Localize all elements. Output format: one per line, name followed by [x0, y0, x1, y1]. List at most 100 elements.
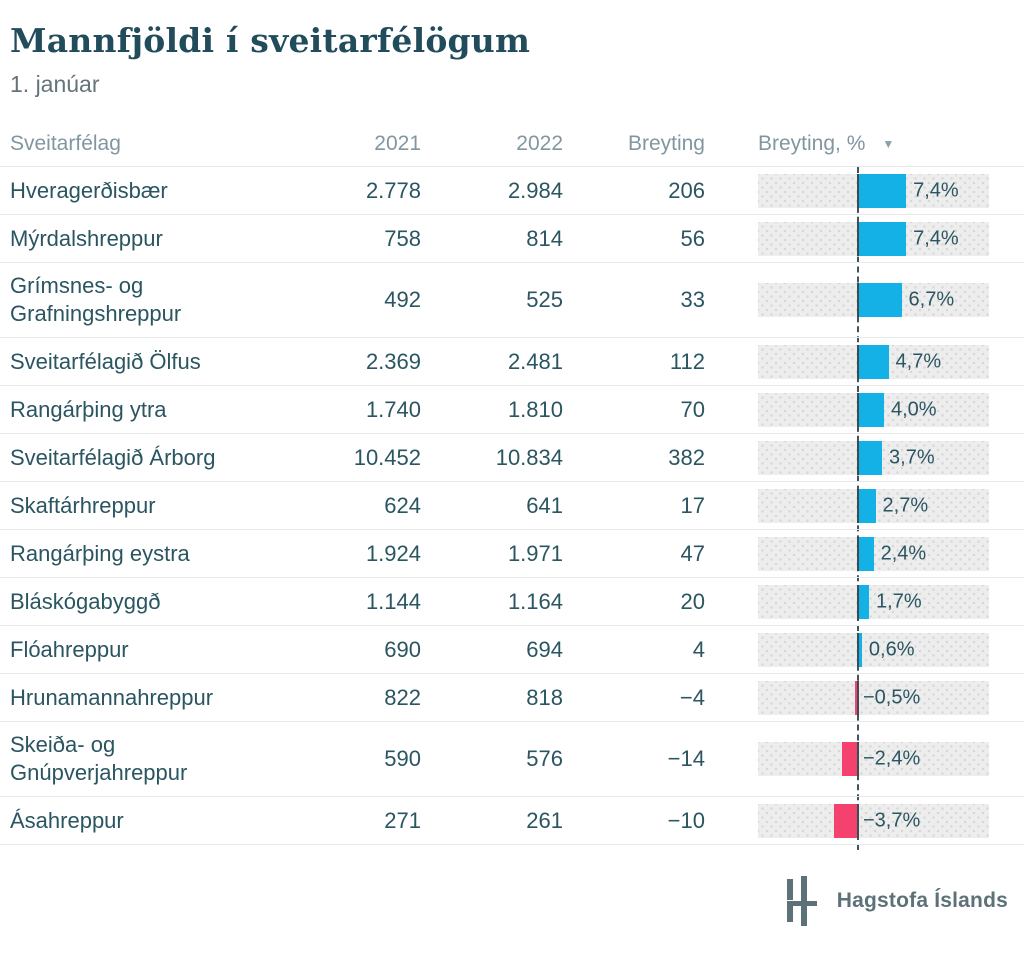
pct-bar-track: 7,4%: [758, 173, 989, 208]
pct-label: −0,5%: [863, 686, 921, 709]
page-subtitle: 1. janúar: [10, 71, 100, 98]
municipality-table: Sveitarfélag 2021 2022 Breyting Breyting…: [0, 122, 1024, 851]
pct-label: 3,7%: [889, 446, 935, 469]
value-2022: 1.971: [507, 540, 563, 566]
table-row: Ásahreppur 271 261 −10 −3,7%: [0, 797, 1024, 846]
hagstofa-logo-icon[interactable]: [786, 876, 817, 927]
pct-label: 4,0%: [891, 398, 937, 421]
pct-label: 0,6%: [868, 638, 915, 661]
table-row: Bláskógabyggð 1.144 1.164 20 1,7%: [0, 578, 1024, 627]
header-2021[interactable]: 2021: [374, 132, 421, 156]
table-row: Rangárþing eystra 1.924 1.971 47 2,4%: [0, 530, 1024, 579]
value-2021: 2.778: [365, 177, 421, 203]
pct-bar-track: 3,7%: [758, 440, 989, 475]
value-2021: 690: [384, 636, 421, 662]
zero-line-segment: [857, 742, 859, 777]
pct-label: 4,7%: [895, 350, 942, 373]
pct-bar-track: 2,4%: [758, 536, 989, 571]
value-2021: 492: [384, 287, 421, 313]
page-title: Mannfjöldi í sveitarfélögum: [10, 21, 531, 60]
table-row: Skeiða- og Gnúpverjahreppur 590 576 −14 …: [0, 722, 1024, 798]
zero-line-segment: [857, 680, 859, 715]
pct-bar: [858, 488, 876, 523]
pct-bar-cell: −3,7%: [705, 803, 1024, 838]
pct-bar-track: −2,4%: [758, 742, 989, 777]
pct-bar-track: 1,7%: [758, 584, 989, 619]
table-row: Hveragerðisbær 2.778 2.984 206 7,4%: [0, 167, 1024, 216]
footer: Hagstofa Íslands: [0, 875, 1024, 927]
value-2021: 271: [384, 807, 421, 833]
value-2022: 814: [526, 225, 563, 251]
municipality-name: Bláskógabyggð: [10, 588, 161, 614]
pct-bar-cell: 0,6%: [705, 632, 1024, 667]
pct-bar-cell: 4,0%: [705, 392, 1024, 427]
value-change: 47: [680, 540, 705, 566]
pct-bar-cell: 2,4%: [705, 536, 1024, 571]
pct-bar: [858, 283, 902, 318]
table-row: Sveitarfélagið Ölfus 2.369 2.481 112 4,7…: [0, 338, 1024, 387]
value-2022: 576: [526, 746, 563, 772]
value-change: −14: [667, 746, 705, 772]
pct-label: −2,4%: [863, 747, 921, 770]
header-municipality[interactable]: Sveitarfélag: [10, 132, 121, 156]
value-2021: 10.452: [353, 444, 421, 470]
value-change: 206: [668, 177, 705, 203]
municipality-name: Sveitarfélagið Árborg: [10, 444, 216, 470]
municipality-name: Skeiða- og Gnúpverjahreppur: [10, 732, 188, 786]
pct-label: 1,7%: [876, 590, 922, 613]
value-2021: 1.144: [365, 588, 421, 614]
value-change: 70: [680, 396, 705, 422]
sort-descending-icon[interactable]: ▼: [882, 137, 895, 152]
zero-line-segment: [857, 344, 859, 379]
value-change: −10: [667, 807, 705, 833]
pct-label: 6,7%: [908, 288, 955, 311]
zero-line-segment: [857, 584, 859, 619]
pct-label: −3,7%: [863, 809, 921, 832]
value-change: 382: [668, 444, 705, 470]
pct-bar-track: −0,5%: [758, 680, 989, 715]
brand-name: Hagstofa Íslands: [836, 889, 1008, 913]
zero-line-segment: [857, 173, 859, 208]
zero-line-segment: [857, 536, 859, 571]
pct-bar: [833, 803, 858, 838]
table-row: Sveitarfélagið Árborg 10.452 10.834 382 …: [0, 434, 1024, 483]
value-2021: 590: [384, 746, 421, 772]
table-row: Flóahreppur 690 694 4 0,6%: [0, 626, 1024, 675]
pct-bar: [858, 173, 907, 208]
municipality-name: Flóahreppur: [10, 636, 129, 662]
zero-line-segment: [857, 488, 859, 523]
pct-bar-cell: −0,5%: [705, 680, 1024, 715]
pct-bar-track: 4,7%: [758, 344, 989, 379]
pct-bar-cell: 3,7%: [705, 440, 1024, 475]
value-change: 56: [680, 225, 705, 251]
value-2022: 818: [526, 684, 563, 710]
pct-label: 2,4%: [880, 542, 927, 565]
header-change-pct[interactable]: Breyting, % ▼: [705, 132, 1024, 156]
pct-bar-track: 2,7%: [758, 488, 989, 523]
municipality-name: Rangárþing ytra: [10, 396, 167, 422]
value-2022: 1.164: [507, 588, 563, 614]
zero-line-segment: [857, 440, 859, 475]
pct-bar: [854, 680, 858, 715]
pct-bar: [842, 742, 858, 777]
value-2021: 758: [384, 225, 421, 251]
value-2022: 1.810: [507, 396, 563, 422]
value-change: 20: [680, 588, 705, 614]
value-2022: 10.834: [495, 444, 563, 470]
header-change[interactable]: Breyting: [627, 132, 705, 156]
municipality-name: Rangárþing eystra: [10, 540, 190, 566]
pct-label: 7,4%: [913, 179, 959, 202]
municipality-name: Grímsnes- og Grafningshreppur: [10, 273, 182, 327]
pct-bar-cell: 4,7%: [705, 344, 1024, 379]
pct-bar: [858, 632, 862, 667]
header-2022[interactable]: 2022: [516, 132, 563, 156]
zero-line-segment: [857, 221, 859, 256]
zero-line-segment: [857, 632, 859, 667]
value-change: 33: [680, 287, 705, 313]
table-body: Hveragerðisbær 2.778 2.984 206 7,4% Mýrd…: [0, 167, 1024, 851]
value-2021: 2.369: [365, 348, 421, 374]
zero-line-segment: [857, 283, 859, 318]
value-2022: 261: [526, 807, 563, 833]
value-2022: 525: [526, 287, 563, 313]
value-2022: 641: [526, 492, 563, 518]
